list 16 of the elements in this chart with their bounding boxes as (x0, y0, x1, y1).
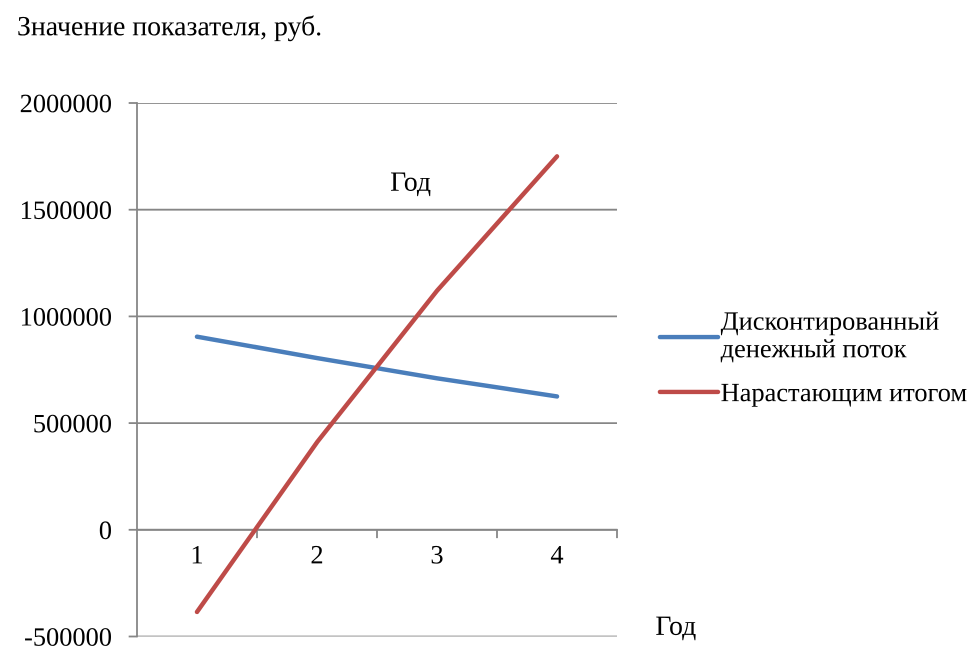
x-tick-label: 1 (192, 546, 202, 564)
y-tick-label: 1500000 (22, 201, 111, 220)
legend-label: Дисконтированный денежный поток (720, 312, 939, 362)
y-tick-label: -500000 (25, 628, 111, 646)
y-tick-label: 2000000 (20, 94, 111, 112)
legend-label: Нарастающим итогом (721, 384, 966, 407)
y-axis-title: Значение показателя, руб. (18, 15, 320, 42)
x-tick-label: 2 (312, 546, 322, 564)
x-axis-title: Год (656, 616, 696, 640)
y-tick-label: 1000000 (22, 308, 111, 326)
x-tick-label: 3 (432, 546, 443, 564)
text: Год (390, 172, 430, 196)
y-tick-label: 0 (100, 521, 111, 540)
x-tick-label: 4 (550, 546, 564, 564)
y-tick-label: 500000 (34, 414, 111, 433)
line-series (194, 334, 560, 399)
